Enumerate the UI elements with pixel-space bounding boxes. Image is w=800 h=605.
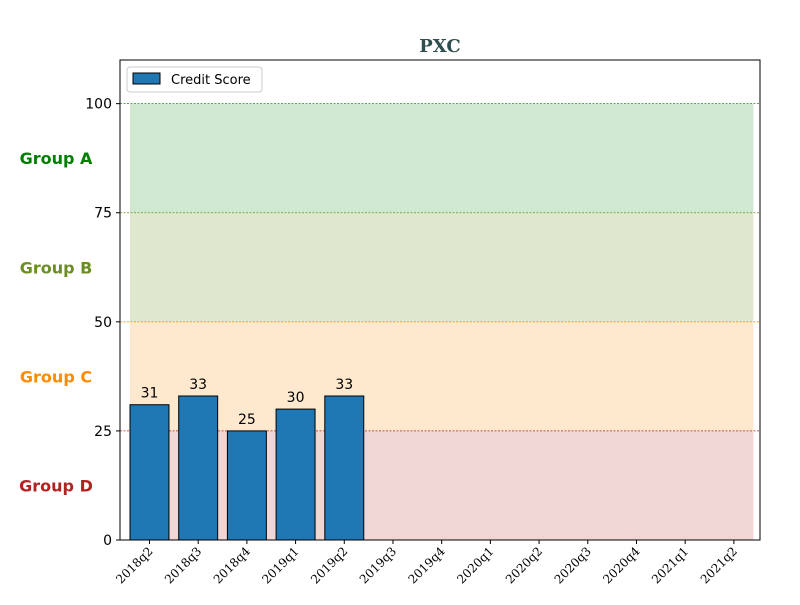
band-group-b	[130, 212, 754, 322]
x-tick-label: 2018q4	[211, 544, 254, 587]
group-label: Group B	[20, 258, 93, 277]
bar-2018q4	[226, 430, 267, 541]
bar-value-label: 25	[238, 412, 256, 428]
bar-2019q1	[275, 408, 316, 541]
bars: 31 33 25 30 33	[129, 377, 365, 541]
chart-title: PXC	[419, 36, 461, 57]
y-tick-label: 50	[94, 315, 112, 331]
x-tick-label: 2020q4	[600, 544, 643, 587]
legend-swatch	[132, 72, 161, 85]
x-tick-label: 2021q1	[649, 544, 691, 586]
y-tick-label: 25	[94, 424, 112, 440]
x-tick-label: 2020q1	[454, 544, 496, 586]
band-group-a	[130, 103, 754, 213]
y-tick-label: 100	[85, 97, 112, 113]
bar-2018q2	[129, 404, 170, 541]
legend-box	[126, 66, 263, 93]
legend: Credit Score	[126, 66, 263, 93]
x-tick-label: 2018q3	[162, 544, 204, 586]
plot-frame	[119, 59, 761, 541]
legend-label: Credit Score	[171, 73, 251, 88]
bar-value-label: 30	[287, 390, 305, 406]
x-tick-label: 2019q3	[357, 544, 399, 586]
x-tick-label: 2019q1	[259, 544, 301, 586]
x-tick-label: 2020q2	[503, 544, 545, 586]
bar-value-label: 31	[141, 386, 159, 402]
band-group-d	[130, 430, 754, 540]
bar-2018q3	[178, 395, 219, 541]
group-labels: Group A Group B Group C Group D	[19, 149, 93, 495]
bar-value-label: 33	[189, 377, 207, 393]
x-tick-label: 2018q2	[113, 544, 155, 586]
group-label: Group D	[19, 476, 93, 495]
x-tick-label: 2020q3	[552, 544, 594, 586]
x-tick-label: 2019q2	[308, 544, 350, 586]
band-group-c	[130, 321, 754, 431]
x-tick-label: 2019q4	[405, 544, 448, 587]
bar-value-label: 33	[335, 377, 353, 393]
y-tick-label: 75	[94, 206, 112, 222]
group-label: Group A	[20, 149, 93, 168]
y-tick-label: 0	[103, 533, 112, 549]
bar-2019q2	[324, 395, 365, 541]
x-tick-label: 2021q2	[698, 544, 740, 586]
group-label: Group C	[20, 367, 92, 386]
